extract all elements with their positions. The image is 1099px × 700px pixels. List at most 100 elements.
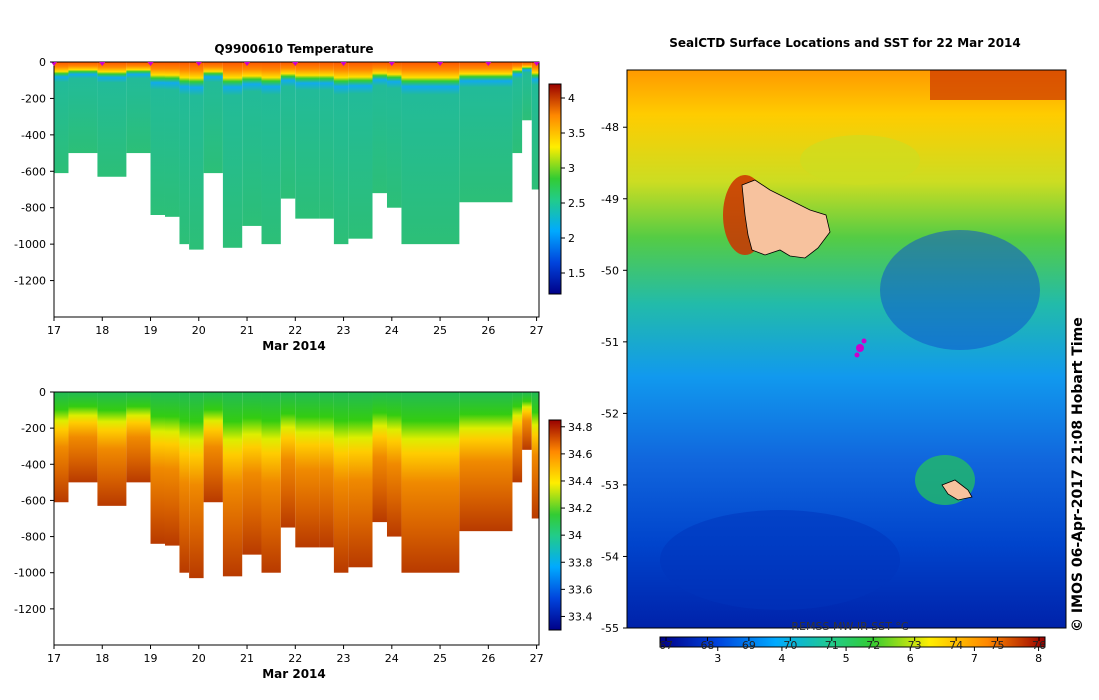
map-lat-label-0: -48	[601, 121, 619, 134]
salinity-profile-21	[512, 392, 523, 483]
salinity-x-label: Mar 2014	[262, 667, 326, 681]
salinity-xtick-label-6: 23	[337, 652, 351, 665]
salinity-y-axis: 0 -200 -400 -600 -800 -1000 -1200	[14, 386, 54, 616]
sst-colorbar-ticks: 3 4 5 6 7 867 68 69 70 71 72 73 74 75 76	[659, 637, 1046, 665]
sst-cb-bottom-label-0: 3	[714, 652, 721, 665]
profile-marker-9	[485, 62, 492, 66]
temperature-profile-17	[372, 62, 387, 194]
temperature-xtick-label-7: 24	[385, 324, 399, 337]
salinity-plot-frame	[53, 391, 540, 646]
salinity-profile-1	[68, 392, 98, 483]
temperature-xtick-label-4: 21	[240, 324, 254, 337]
salinity-ytick-label-1: -200	[21, 422, 46, 435]
salinity-colorbar	[548, 419, 562, 631]
temperature-profile-5	[164, 62, 180, 217]
seal-position-marker-3	[854, 352, 860, 358]
sst-colorbar	[659, 636, 1046, 648]
map-lat-label-2: -50	[601, 264, 619, 277]
salinity-cb-label-6: 33.6	[568, 583, 593, 596]
salinity-profile-5	[164, 392, 180, 546]
salinity-profile-6	[179, 392, 190, 573]
salinity-profile-15	[333, 392, 349, 573]
salinity-profile-20	[459, 392, 513, 532]
temperature-cb-label-0: 4	[568, 92, 575, 105]
temperature-colorbar-ticks: 4 3.5 3 2.5 2 1.5	[561, 92, 586, 280]
seal-track-south	[941, 479, 973, 501]
salinity-ytick-label-4: -800	[21, 531, 46, 544]
temperature-profile-12	[280, 62, 296, 199]
salinity-profile-19	[401, 392, 460, 573]
temperature-profile-21	[512, 62, 523, 154]
temperature-ytick-label-6: -1200	[14, 275, 46, 288]
salinity-xtick-label-10: 27	[530, 652, 544, 665]
salinity-ytick-label-2: -400	[21, 458, 46, 471]
cold-patch-feature	[880, 230, 1040, 350]
temperature-profile-22	[522, 62, 532, 121]
temperature-xtick-label-6: 23	[337, 324, 351, 337]
sst-cb-top-label-5: 72	[866, 639, 880, 652]
salinity-xtick-label-1: 18	[95, 652, 109, 665]
temperature-title: Q9900610 Temperature	[214, 42, 373, 56]
profile-marker-7	[388, 62, 395, 66]
salinity-x-axis: 17 18 19 20 21 22 23 24 25 26 27	[47, 645, 544, 665]
salinity-cb-label-7: 33.4	[568, 610, 593, 623]
temperature-xtick-label-9: 26	[481, 324, 495, 337]
temperature-profile-11	[261, 62, 281, 245]
temperature-profile-18	[386, 62, 402, 208]
temperature-ytick-label-2: -400	[21, 129, 46, 142]
map-lat-label-4: -52	[601, 407, 619, 420]
sst-cb-bottom-label-2: 5	[843, 652, 850, 665]
temperature-profile-8	[203, 62, 223, 174]
temperature-profile-1	[68, 62, 98, 154]
salinity-cb-label-0: 34.8	[568, 421, 593, 434]
salinity-profile-22	[522, 392, 532, 450]
temperature-cb-label-2: 3	[568, 162, 575, 175]
sst-cb-bottom-label-4: 7	[971, 652, 978, 665]
map-latitude-axis: -48 -49 -50 -51 -52 -53 -54 -55	[601, 121, 627, 635]
temperature-profile-19	[401, 62, 460, 245]
salinity-profiles	[54, 392, 539, 579]
temperature-xtick-label-3: 20	[192, 324, 206, 337]
sst-cb-top-label-4: 71	[825, 639, 839, 652]
profile-marker-2	[147, 62, 154, 66]
salinity-profile-14	[319, 392, 334, 548]
sst-cb-bottom-label-1: 4	[778, 652, 785, 665]
salinity-profile-12	[280, 392, 296, 528]
temperature-profile-15	[333, 62, 349, 245]
salinity-ytick-label-0: 0	[39, 386, 46, 399]
profile-marker-8	[437, 62, 444, 66]
temperature-ytick-label-1: -200	[21, 92, 46, 105]
sst-cb-top-label-1: 68	[700, 639, 714, 652]
salinity-xtick-label-5: 22	[288, 652, 302, 665]
salinity-xtick-label-0: 17	[47, 652, 61, 665]
salinity-xtick-label-8: 25	[433, 652, 447, 665]
salinity-xtick-label-3: 20	[192, 652, 206, 665]
cold-patch-feature-south	[660, 510, 900, 610]
sst-cb-top-label-9: 76	[1032, 639, 1046, 652]
temperature-profile-0	[54, 62, 69, 174]
temperature-xtick-label-0: 17	[47, 324, 61, 337]
sst-cb-top-label-2: 69	[742, 639, 756, 652]
salinity-xtick-label-4: 21	[240, 652, 254, 665]
map-lat-label-6: -54	[601, 550, 619, 563]
salinity-colorbar-ticks: 34.8 34.6 34.4 34.2 34 33.8 33.6 33.4	[561, 421, 593, 623]
profile-marker-6	[340, 62, 347, 66]
salinity-xtick-label-9: 26	[481, 652, 495, 665]
sst-cb-top-label-0: 67	[659, 639, 673, 652]
temperature-colorbar	[548, 83, 562, 295]
temperature-ytick-label-4: -800	[21, 202, 46, 215]
salinity-xtick-label-2: 19	[144, 652, 158, 665]
temperature-profile-20	[459, 62, 513, 203]
temperature-profile-6	[179, 62, 190, 245]
temperature-x-axis: 17 18 19 20 21 22 23 24 25 26 27	[47, 317, 544, 337]
map-lat-label-5: -53	[601, 479, 619, 492]
temperature-profile-14	[319, 62, 334, 219]
temperature-ytick-label-5: -1000	[14, 238, 46, 251]
temperature-profile-9	[222, 62, 243, 248]
salinity-xtick-label-7: 24	[385, 652, 399, 665]
sst-map-panel: SealCTD Surface Locations and SST for 22…	[601, 36, 1067, 665]
temperature-profile-markers	[51, 62, 540, 66]
temperature-cb-label-3: 2.5	[568, 197, 586, 210]
salinity-cb-label-3: 34.2	[568, 502, 593, 515]
